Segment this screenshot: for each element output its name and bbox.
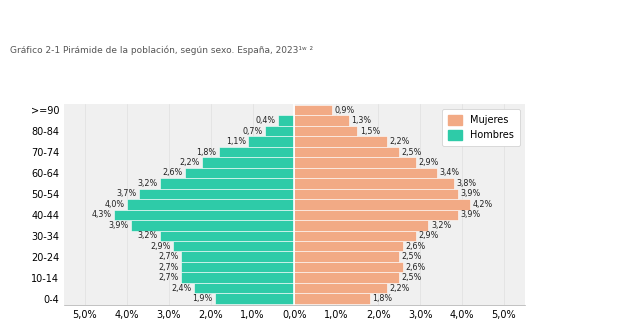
Text: Pirámide de población 2023: Pirámide de población 2023 (5, 17, 236, 33)
Text: 2,6%: 2,6% (406, 263, 426, 272)
Bar (202, 157, 294, 168)
Bar (294, 220, 428, 230)
Text: 2,2%: 2,2% (179, 158, 200, 167)
Bar (294, 136, 387, 147)
Bar (181, 272, 294, 283)
Text: 4,0%: 4,0% (104, 200, 124, 209)
Bar (215, 293, 294, 304)
Bar (181, 252, 294, 262)
Bar (294, 115, 349, 126)
Bar (294, 210, 458, 220)
Text: 2,6%: 2,6% (163, 169, 183, 178)
Bar (294, 230, 416, 241)
Bar (278, 115, 294, 126)
Bar (161, 230, 294, 241)
Bar (294, 189, 458, 199)
Bar (294, 147, 399, 157)
Text: 3,2%: 3,2% (431, 221, 451, 230)
Text: 3,9%: 3,9% (108, 221, 129, 230)
Text: 0,4%: 0,4% (255, 116, 275, 125)
Text: 2,9%: 2,9% (150, 242, 170, 251)
Text: 3,9%: 3,9% (460, 189, 481, 198)
Text: 3,2%: 3,2% (138, 231, 158, 240)
Bar (115, 210, 294, 220)
Text: 1,8%: 1,8% (196, 147, 216, 156)
Text: 3,7%: 3,7% (116, 189, 137, 198)
Text: 1,3%: 1,3% (351, 116, 371, 125)
Bar (294, 199, 470, 210)
Bar (186, 168, 294, 178)
Text: 2,7%: 2,7% (159, 263, 179, 272)
Text: 2,6%: 2,6% (406, 242, 426, 251)
Bar (294, 241, 403, 252)
Text: Gráfico 2-1 Pirámide de la población, según sexo. España, 2023¹ʷ ²: Gráfico 2-1 Pirámide de la población, se… (10, 45, 313, 55)
Bar (294, 168, 437, 178)
Bar (294, 293, 370, 304)
Text: 1,8%: 1,8% (372, 294, 392, 303)
Bar (294, 283, 387, 293)
Text: 2,5%: 2,5% (402, 273, 422, 282)
Bar (248, 136, 294, 147)
Text: 2,5%: 2,5% (402, 252, 422, 261)
Bar (181, 262, 294, 272)
Text: 4,2%: 4,2% (473, 200, 493, 209)
Text: 3,4%: 3,4% (439, 169, 460, 178)
Legend: Mujeres, Hombres: Mujeres, Hombres (442, 109, 520, 146)
Text: 3,8%: 3,8% (456, 179, 476, 188)
Bar (173, 241, 294, 252)
Text: 2,4%: 2,4% (171, 284, 191, 292)
Text: 2,7%: 2,7% (159, 273, 179, 282)
Text: 3,9%: 3,9% (460, 210, 481, 219)
Bar (294, 105, 332, 115)
Text: 2,7%: 2,7% (159, 252, 179, 261)
Bar (131, 220, 294, 230)
Bar (161, 178, 294, 189)
Bar (294, 126, 357, 136)
Text: 1,5%: 1,5% (360, 127, 380, 136)
Text: 3,2%: 3,2% (138, 179, 158, 188)
Bar (294, 262, 403, 272)
Bar (294, 157, 416, 168)
Text: 2,2%: 2,2% (389, 137, 410, 146)
Bar (127, 199, 294, 210)
Text: 2,9%: 2,9% (419, 158, 439, 167)
Bar (140, 189, 294, 199)
Text: 1,9%: 1,9% (192, 294, 212, 303)
Bar (265, 126, 294, 136)
Text: 1,1%: 1,1% (226, 137, 246, 146)
Bar (219, 147, 294, 157)
Bar (294, 272, 399, 283)
Text: 4,3%: 4,3% (92, 210, 112, 219)
Text: 0,9%: 0,9% (335, 106, 355, 115)
Text: 0,7%: 0,7% (243, 127, 262, 136)
Bar (194, 283, 294, 293)
Bar (294, 252, 399, 262)
Text: 2,9%: 2,9% (419, 231, 439, 240)
Bar (294, 178, 454, 189)
Text: 2,2%: 2,2% (389, 284, 410, 292)
Text: 2,5%: 2,5% (402, 147, 422, 156)
